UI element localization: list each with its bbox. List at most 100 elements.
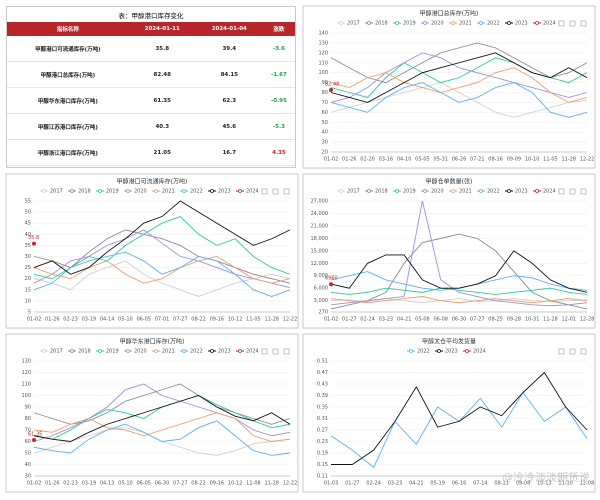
table-cell: 16.7 bbox=[195, 139, 263, 166]
legend-label: 2018 bbox=[78, 189, 91, 195]
series-line bbox=[33, 420, 291, 456]
legend-dot bbox=[126, 189, 130, 193]
value-label: 6960 bbox=[325, 276, 338, 282]
x-tick-label: 06-30 bbox=[155, 481, 170, 487]
x-tick-label: 08-16 bbox=[488, 157, 503, 163]
x-tick-label: 12-01 bbox=[561, 317, 576, 323]
table-cell: 甲醇浙江港口库存(万吨) bbox=[7, 139, 129, 166]
toolbar-icon[interactable] bbox=[261, 188, 268, 195]
legend-label: 2020 bbox=[431, 21, 444, 27]
table-row: 甲醇华东港口库存(万吨) 61.35 62.3 -0.95 bbox=[7, 87, 295, 114]
y-tick-label: 0.15 bbox=[317, 462, 328, 468]
series-line bbox=[330, 82, 588, 118]
x-tick-label: 09-28 bbox=[507, 317, 522, 323]
legend-dot bbox=[451, 21, 455, 25]
legend-label: 2019 bbox=[106, 349, 119, 355]
x-tick-label: 03-23 bbox=[379, 317, 394, 323]
y-tick-label: 0.23 bbox=[317, 439, 328, 445]
x-tick-label: 12-28 bbox=[580, 317, 595, 323]
y-tick-label: 90 bbox=[322, 80, 328, 86]
x-tick-label: 01-26 bbox=[45, 317, 60, 323]
y-tick-label: 35 bbox=[25, 243, 31, 249]
chart-title: 甲醇太仓平均发货量 bbox=[422, 338, 476, 346]
value-label: 82.48 bbox=[325, 82, 339, 88]
toolbar-icon[interactable] bbox=[558, 20, 565, 27]
x-tick-label: 05-10 bbox=[118, 481, 133, 487]
x-tick-label: 10-12 bbox=[228, 317, 243, 323]
series-line bbox=[330, 82, 588, 118]
legend-dot bbox=[42, 349, 46, 353]
legend-label: 2019 bbox=[106, 189, 119, 195]
x-tick-label: 10-13 bbox=[537, 481, 552, 487]
toolbar-icon[interactable] bbox=[580, 348, 587, 355]
y-tick-label: 5 bbox=[28, 310, 31, 316]
legend-dot bbox=[154, 189, 158, 193]
table-cell: 61.35 bbox=[128, 87, 196, 114]
y-tick-label: 55 bbox=[25, 199, 31, 205]
y-tick-label: 110 bbox=[21, 382, 31, 388]
x-tick-label: 12-22 bbox=[580, 157, 595, 163]
toolbar-icon[interactable] bbox=[569, 20, 576, 27]
panel bbox=[5, 333, 299, 493]
y-tick-label: 50 bbox=[322, 120, 328, 126]
table-row: 甲醇港口可流通库存(万吨) 35.8 39.4 -3.6 bbox=[7, 36, 295, 62]
point-marker bbox=[32, 437, 36, 442]
x-tick-label: 10-10 bbox=[525, 157, 540, 163]
toolbar-icon[interactable] bbox=[580, 188, 587, 195]
x-tick-label: 04-14 bbox=[100, 317, 115, 323]
series-line bbox=[330, 250, 588, 293]
x-tick-label: 11-05 bbox=[246, 317, 261, 323]
x-tick-label: 02-23 bbox=[63, 317, 78, 323]
x-tick-label: 02-24 bbox=[360, 317, 375, 323]
chart-title: 甲醇港口总库存(万吨) bbox=[420, 10, 479, 18]
y-tick-label: 25 bbox=[25, 265, 31, 271]
legend-label: 2024 bbox=[543, 21, 556, 27]
y-tick-label: 60 bbox=[322, 110, 328, 116]
toolbar-icon[interactable] bbox=[272, 188, 279, 195]
toolbar-icon[interactable] bbox=[272, 348, 279, 355]
x-tick-label: 06-30 bbox=[452, 317, 467, 323]
toolbar-icon[interactable] bbox=[558, 348, 565, 355]
legend-label: 2024 bbox=[246, 189, 259, 195]
table-title: 表：甲醇港口库存变化 bbox=[118, 12, 184, 20]
x-tick-label: 11-28 bbox=[264, 481, 279, 487]
header-cell: 2024-01-11 bbox=[128, 22, 196, 36]
legend-dot bbox=[423, 21, 427, 25]
x-tick-label: 11-28 bbox=[543, 317, 558, 323]
y-tick-label: 20 bbox=[322, 150, 328, 156]
table-cell: 39.4 bbox=[195, 36, 263, 62]
series-line bbox=[33, 260, 291, 297]
legend-label: 2018 bbox=[375, 189, 388, 195]
y-tick-label: 30 bbox=[25, 254, 31, 260]
y-tick-label: 90 bbox=[25, 405, 31, 411]
toolbar-icon[interactable] bbox=[283, 348, 290, 355]
legend-dot bbox=[182, 189, 186, 193]
table-cell: -3.6 bbox=[262, 36, 295, 62]
table-cell: -1.67 bbox=[262, 61, 295, 88]
legend-label: 2021 bbox=[459, 21, 472, 27]
x-tick-label: 07-27 bbox=[173, 317, 188, 323]
header-cell: 指标名称 bbox=[7, 22, 129, 36]
table-cell: 62.3 bbox=[195, 87, 263, 114]
legend-label: 2017 bbox=[347, 21, 360, 27]
toolbar-icon[interactable] bbox=[261, 348, 268, 355]
x-tick-label: 03-23 bbox=[388, 481, 403, 487]
table-cell: 35.8 bbox=[128, 36, 196, 62]
legend-label: 2023 bbox=[218, 189, 231, 195]
legend-label: 2024 bbox=[246, 349, 259, 355]
toolbar-icon[interactable] bbox=[569, 348, 576, 355]
legend-dot bbox=[423, 189, 427, 193]
y-tick-label: 270 bbox=[318, 310, 328, 316]
toolbar-icon[interactable] bbox=[580, 20, 587, 27]
legend-label: 2023 bbox=[515, 21, 528, 27]
series-line bbox=[331, 371, 588, 465]
toolbar-icon[interactable] bbox=[283, 188, 290, 195]
legend-dot bbox=[535, 21, 539, 25]
legend-label: 2021 bbox=[459, 189, 472, 195]
table-cell: 甲醇江苏港口库存(万吨) bbox=[7, 113, 129, 140]
toolbar-icon[interactable] bbox=[569, 188, 576, 195]
toolbar-icon[interactable] bbox=[558, 188, 565, 195]
x-tick-label: 07-27 bbox=[470, 317, 485, 323]
y-tick-label: 15 bbox=[25, 287, 31, 293]
legend-label: 2022 bbox=[487, 21, 500, 27]
